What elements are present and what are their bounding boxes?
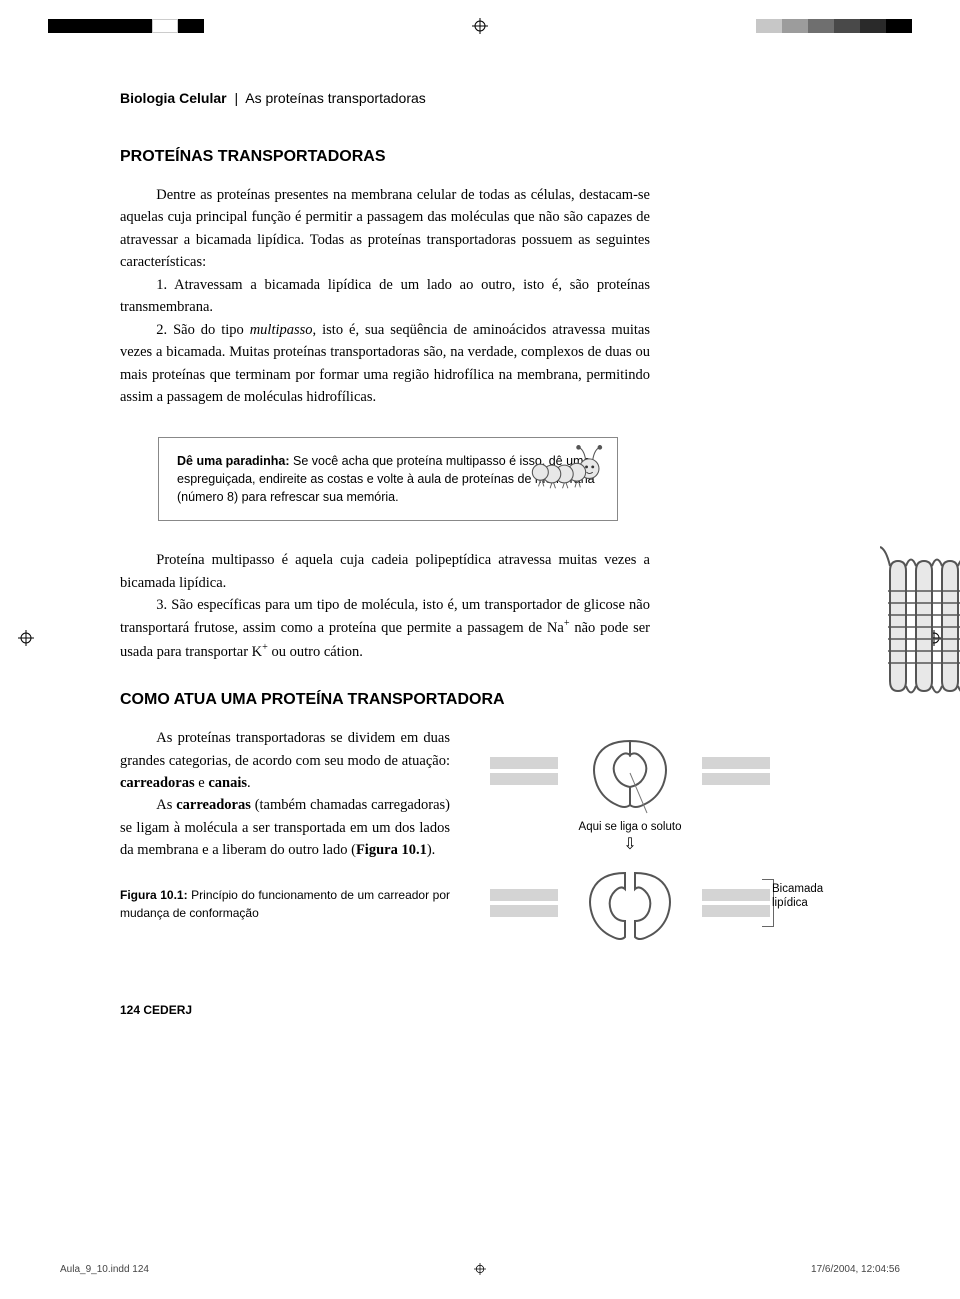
print-marks-top (0, 18, 960, 34)
multipass-protein-icon (880, 541, 960, 716)
intro-paragraph: Dentre as proteínas presentes na membran… (120, 184, 650, 274)
carrier-closed-icon (575, 733, 685, 817)
list-item-2: 2. São do tipo multipasso, isto é, sua s… (120, 319, 650, 409)
callout-title: Dê uma paradinha: (177, 454, 290, 468)
imprint-line: Aula_9_10.indd 124 17/6/2004, 12:04:56 (0, 1263, 960, 1275)
term-canais: canais (208, 775, 247, 791)
intro-block: Dentre as proteínas presentes na membran… (120, 184, 650, 409)
bilayer-label: Bicamada lipídica (772, 883, 842, 911)
heading-actua: COMO ATUA UMA PROTEÍNA TRANSPORTADORA (120, 691, 860, 709)
term-multipasso: multipasso (250, 322, 313, 338)
running-header: Biologia Celular | As proteínas transpor… (120, 90, 860, 106)
carreadoras-paragraph: As carreadoras (também chamadas carregad… (120, 794, 450, 861)
categories-paragraph: As proteínas transportadoras se dividem … (120, 727, 450, 794)
list-item-3: 3. São específicas para um tipo de moléc… (120, 594, 650, 663)
imprint-file: Aula_9_10.indd 124 (60, 1264, 149, 1275)
page-footer: 124 CEDERJ (120, 1003, 860, 1017)
term-carreadoras: carreadoras (120, 775, 195, 791)
carrier-open-icon (575, 865, 685, 949)
registration-mark-bottom (474, 1263, 486, 1275)
list-item-1: 1. Atravessam a bicamada lipídica de um … (120, 274, 650, 319)
color-bars-right (756, 19, 912, 33)
multipass-section: Proteína multipasso é aquela cuja cadeia… (120, 549, 860, 663)
header-subject: Biologia Celular (120, 90, 227, 106)
color-bars-left (48, 19, 204, 33)
soluto-label: Aqui se liga o soluto (480, 821, 780, 833)
callout-box: Dê uma paradinha: Se você acha que prote… (158, 437, 618, 521)
caterpillar-icon (527, 442, 607, 492)
heading-main: PROTEÍNAS TRANSPORTADORAS (120, 148, 860, 166)
page-content: Biologia Celular | As proteínas transpor… (0, 0, 960, 1077)
figure-reference: Figura 10.1 (356, 842, 427, 858)
registration-mark-left (18, 630, 34, 646)
arrow-down-icon: ⇩ (480, 837, 780, 853)
carrier-section: As proteínas transportadoras se dividem … (120, 727, 860, 955)
figure-caption: Figura 10.1: Princípio do funcionamento … (120, 886, 450, 923)
header-separator: | (234, 90, 238, 106)
carrier-diagram: Aqui se liga o soluto ⇩ Bicamada lipídic… (480, 727, 780, 955)
imprint-timestamp: 17/6/2004, 12:04:56 (811, 1264, 900, 1275)
multipass-paragraph: Proteína multipasso é aquela cuja cadeia… (120, 549, 650, 594)
header-topic: As proteínas transportadoras (245, 90, 426, 106)
registration-mark-top (472, 18, 488, 34)
